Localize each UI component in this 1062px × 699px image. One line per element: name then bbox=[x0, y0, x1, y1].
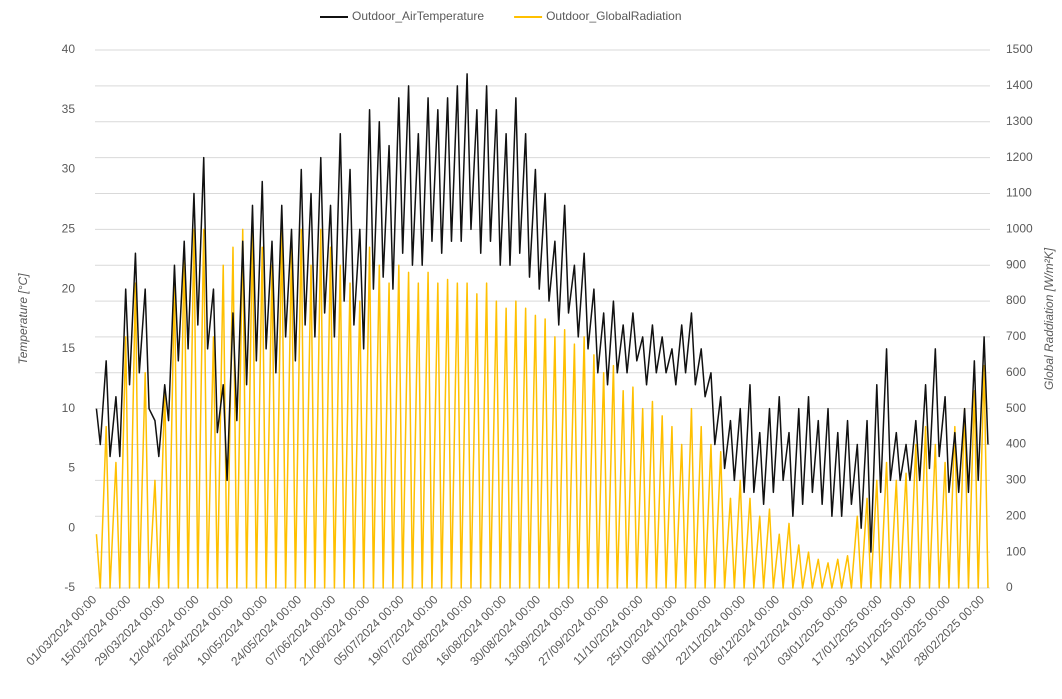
y-tick-label: 15 bbox=[62, 341, 76, 355]
y2-tick-label: 0 bbox=[1006, 580, 1013, 594]
y2-tick-label: 900 bbox=[1006, 257, 1026, 271]
y2-tick-label: 200 bbox=[1006, 508, 1026, 522]
y2-tick-label: 300 bbox=[1006, 473, 1026, 487]
series-line bbox=[95, 228, 989, 589]
y2-tick-label: 1200 bbox=[1006, 150, 1033, 164]
y2-tick-label: 500 bbox=[1006, 401, 1026, 415]
y-tick-label: -5 bbox=[64, 580, 75, 594]
y2-tick-label: 700 bbox=[1006, 329, 1026, 343]
y2-axis-label: Global Raddiation [W/m²K] bbox=[1042, 247, 1056, 390]
y2-tick-label: 800 bbox=[1006, 293, 1026, 307]
y2-tick-label: 100 bbox=[1006, 544, 1026, 558]
y-tick-label: 20 bbox=[62, 281, 76, 295]
legend-label: Outdoor_AirTemperature bbox=[352, 9, 484, 23]
y-tick-label: 10 bbox=[62, 401, 76, 415]
y2-tick-label: 1300 bbox=[1006, 114, 1033, 128]
y-tick-label: 30 bbox=[62, 162, 76, 176]
y2-tick-label: 1500 bbox=[1006, 42, 1033, 56]
y-tick-label: 35 bbox=[62, 102, 76, 116]
legend-label: Outdoor_GlobalRadiation bbox=[546, 9, 681, 23]
series-line bbox=[95, 73, 989, 553]
y-axis-label: Temperature [°C] bbox=[16, 273, 30, 365]
y2-tick-label: 1100 bbox=[1006, 186, 1032, 200]
y-tick-label: 5 bbox=[68, 461, 75, 475]
y2-tick-label: 1000 bbox=[1006, 222, 1033, 236]
y-tick-label: 25 bbox=[62, 222, 76, 236]
y2-tick-label: 1400 bbox=[1006, 78, 1033, 92]
y-tick-label: 40 bbox=[62, 42, 76, 56]
y2-tick-label: 400 bbox=[1006, 437, 1026, 451]
y-tick-label: 0 bbox=[68, 520, 75, 534]
y2-tick-label: 600 bbox=[1006, 365, 1026, 379]
